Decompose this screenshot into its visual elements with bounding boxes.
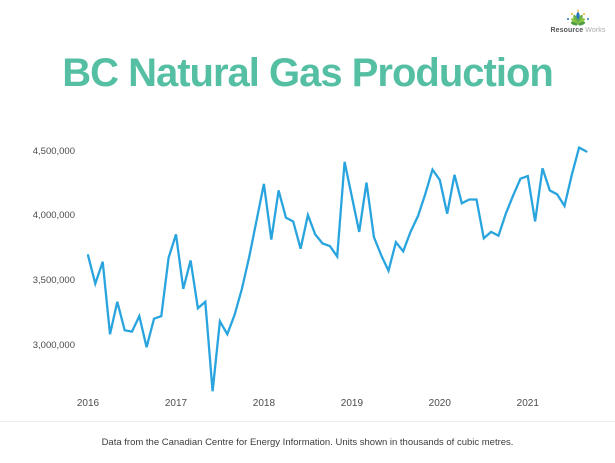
y-axis-tick-label: 4,000,000 — [32, 210, 75, 222]
x-axis-tick-label: 2020 — [428, 398, 451, 409]
x-axis-tick-label: 2021 — [516, 398, 539, 409]
y-axis-tick-label: 3,500,000 — [32, 275, 75, 287]
y-axis-tick-label: 4,500,000 — [32, 145, 75, 157]
resource-works-logo: Resource Works — [548, 9, 608, 35]
logo-word-works: Works — [585, 27, 606, 34]
page-title: BC Natural Gas Production — [62, 51, 554, 95]
divider-line — [0, 421, 615, 422]
chart-source-caption: Data from the Canadian Centre for Energy… — [101, 437, 514, 448]
x-axis-tick-label: 2016 — [76, 398, 100, 409]
logo-wordmark: Resource Works — [551, 27, 606, 35]
x-axis-tick-label: 2018 — [252, 398, 276, 409]
tree-icon — [567, 9, 589, 26]
x-axis-tick-label: 2019 — [340, 398, 364, 409]
y-axis-tick-label: 3,000,000 — [32, 339, 75, 351]
production-line — [86, 145, 588, 392]
logo-word-resource: Resource — [550, 27, 584, 34]
x-axis-tick-label: 2017 — [164, 398, 188, 409]
